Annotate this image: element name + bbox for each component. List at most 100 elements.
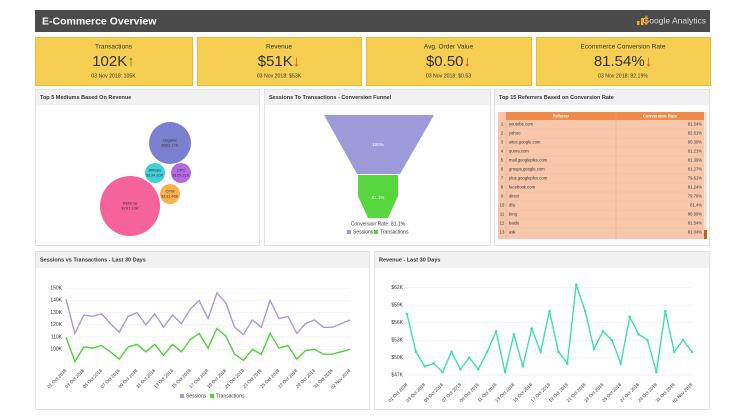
referrer: dfa	[509, 203, 515, 208]
kpi-number: 102K	[92, 53, 127, 70]
point	[601, 330, 605, 333]
conversion-rate: 81.04%	[688, 230, 702, 235]
panel-title: Sessions vs Transactions - Last 30 Days	[40, 257, 146, 263]
y-tick-label: 100K	[50, 347, 62, 353]
funnel-label: 81.1%	[372, 195, 385, 200]
panel-header	[495, 90, 709, 105]
referrer: quora.com	[509, 149, 529, 154]
referrer: baidu	[509, 221, 520, 226]
kpi-label: Revenue	[266, 44, 292, 51]
conversion-rate: 80.30%	[688, 140, 702, 145]
bubble	[145, 163, 165, 183]
scrollbar	[704, 112, 707, 239]
point	[663, 309, 667, 313]
panel-header	[36, 252, 369, 268]
kpi-value: 102K↑	[92, 53, 135, 70]
brand-logo	[637, 15, 648, 25]
row-number: 9	[501, 194, 504, 199]
y-tick-label: $50K	[391, 355, 403, 361]
referrer: mail.googleplex.com	[509, 158, 548, 163]
y-tick-label: $53K	[391, 337, 403, 343]
kpi-value: $51K↓	[258, 53, 301, 70]
kpi-subtitle: 03 Nov 2018: 105K	[91, 73, 136, 79]
conversion-rate: 81.54%	[688, 221, 702, 226]
y-tick-label: 130K	[50, 310, 62, 316]
conversion-rate: 81.21%	[688, 149, 702, 154]
funnel-stage	[324, 115, 434, 174]
point	[583, 309, 587, 313]
kpi-card	[197, 37, 362, 86]
kpi-subtitle: 03 Nov 2018: $53K	[257, 73, 302, 79]
header-title: E-Commerce Overview	[42, 15, 157, 27]
kpi-number: $0.50	[426, 53, 464, 70]
kpi-subtitle: 03 Nov 2018: $0.53	[426, 73, 471, 79]
point	[610, 338, 614, 342]
bubble-name: CPM	[166, 189, 175, 194]
conversion-rate: 81.27%	[688, 167, 702, 172]
bubble	[171, 163, 191, 183]
conversion-rate: 80.99%	[688, 212, 702, 217]
bubble-label: $129.21K	[172, 173, 189, 178]
referrer: yahoo	[509, 131, 521, 136]
referrer: ask	[509, 230, 516, 235]
legend-swatch	[347, 230, 351, 234]
kpi-label: Transactions	[95, 44, 133, 51]
kpi-number: $51K	[258, 53, 293, 70]
kpi-value: 81.54%↓	[594, 53, 652, 70]
y-tick-label: $56K	[391, 320, 403, 326]
bubble	[160, 184, 180, 204]
row-number: 3	[501, 140, 504, 145]
point	[637, 333, 640, 336]
funnel-stage	[358, 175, 398, 218]
point	[432, 362, 436, 365]
bubble-label: $131.46K	[161, 194, 178, 199]
row-number: 7	[501, 176, 504, 181]
kpi-subtitle: 03 Nov 2018: 82.19%	[598, 73, 648, 79]
scroll-thumb	[704, 230, 707, 239]
brand-name: Google Analytics	[643, 15, 706, 25]
panel-header	[36, 90, 259, 105]
point	[521, 365, 525, 368]
point	[566, 362, 569, 365]
point	[655, 370, 658, 374]
kpi-trend: ↓	[464, 53, 472, 70]
referrer: sites.google.com	[509, 140, 541, 145]
referrer: groups.google.com	[509, 167, 545, 172]
panel-title: Revenue - Last 30 Days	[379, 257, 440, 263]
kpi-number: 81.54%	[594, 53, 645, 70]
y-tick-label: $59K	[391, 303, 403, 309]
line-series	[65, 327, 351, 364]
point	[646, 338, 649, 342]
referrer: plus.googleplex.com	[509, 176, 548, 181]
bubble-name: Referral	[123, 201, 137, 206]
row-number: 12	[500, 221, 505, 226]
panel-title: Top 15 Referrers Based on Conversion Rat…	[499, 95, 614, 101]
point	[592, 347, 596, 351]
panel-header	[375, 252, 709, 268]
panel-title: Sessions To Transactions - Conversion Fu…	[269, 95, 392, 101]
point	[494, 330, 498, 333]
point	[414, 350, 418, 354]
legend-label: Sessions	[353, 230, 374, 236]
panel-header	[265, 90, 490, 105]
panel-title: Top 5 Mediums Based On Revenue	[40, 95, 131, 101]
row-number: 13	[500, 230, 505, 235]
row-number: 10	[500, 203, 505, 208]
funnel-note: Conversion Rate: 81.1%	[351, 221, 406, 227]
point	[485, 350, 489, 354]
point	[423, 365, 427, 368]
kpi-value: $0.50↓	[426, 53, 471, 70]
table-body	[498, 112, 704, 239]
point	[574, 283, 578, 287]
kpi-label: Ecommerce Conversion Rate	[581, 44, 666, 51]
y-tick-label: 120K	[50, 322, 62, 328]
point	[548, 309, 551, 313]
referrer: youtube.com	[509, 122, 533, 127]
conversion-rate: 79.79%	[688, 194, 702, 199]
row-number: 6	[501, 167, 504, 172]
point	[530, 327, 533, 330]
point	[681, 338, 685, 342]
kpi-label: Avg. Order Value	[424, 44, 474, 51]
